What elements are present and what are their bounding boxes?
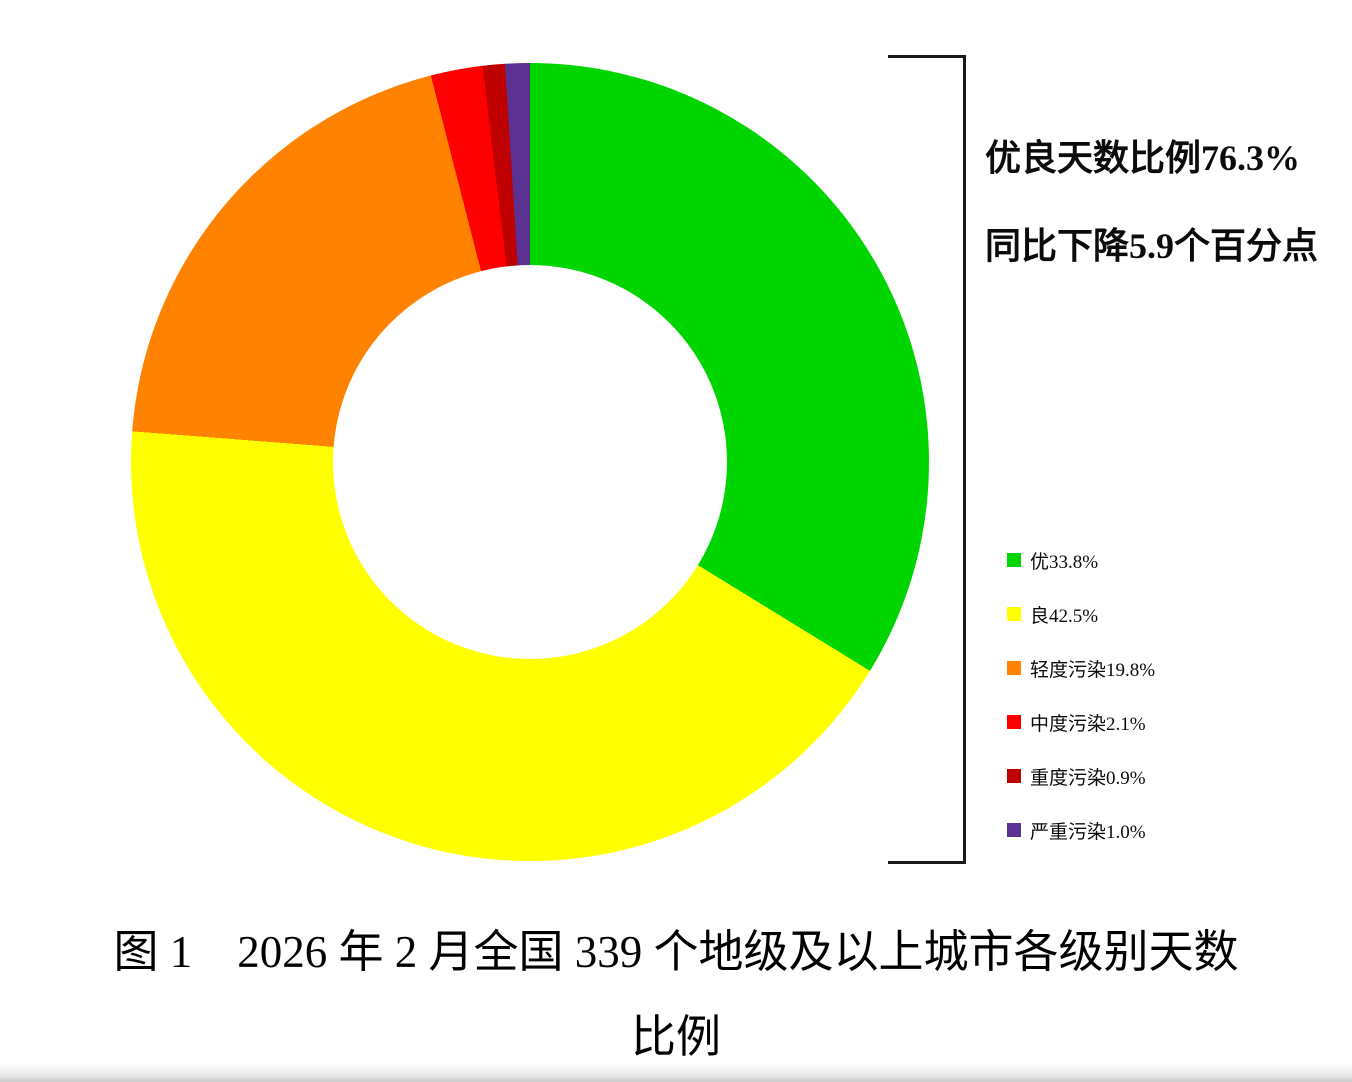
- donut-chart: [131, 63, 929, 861]
- legend-item: 良42.5%: [1007, 604, 1155, 627]
- caption-line2: 比例: [630, 1012, 721, 1062]
- legend-item: 重度污染0.9%: [1007, 766, 1155, 789]
- annotation-line2: 同比下降5.9个百分点: [985, 226, 1319, 266]
- legend-swatch-icon: [1007, 607, 1021, 621]
- legend-label: 重度污染0.9%: [1030, 767, 1146, 789]
- annotation-line1: 优良天数比例76.3%: [985, 138, 1301, 178]
- legend-item: 优33.8%: [1007, 550, 1155, 573]
- legend-item: 严重污染1.0%: [1007, 820, 1155, 843]
- legend-swatch-icon: [1007, 715, 1021, 729]
- legend-swatch-icon: [1007, 823, 1021, 837]
- legend-label: 良42.5%: [1030, 605, 1099, 627]
- legend-item: 轻度污染19.8%: [1007, 658, 1155, 681]
- chart-legend: 优33.8% 良42.5% 轻度污染19.8% 中度污染2.1% 重度污染0.9% 严重污…: [1007, 550, 1155, 843]
- legend-label: 轻度污染19.8%: [1030, 659, 1156, 681]
- page-edge-shadow: [0, 1064, 1352, 1082]
- legend-label: 中度污染2.1%: [1030, 713, 1146, 735]
- chart-caption: 图 1 2026 年 2 月全国 339 个地级及以上城市各级别天数 比例: [0, 922, 1352, 1062]
- legend-swatch-icon: [1007, 553, 1021, 567]
- annotation-block: 优良天数比例76.3% 同比下降5.9个百分点: [985, 136, 1345, 269]
- legend-swatch-icon: [1007, 661, 1021, 675]
- legend-item: 中度污染2.1%: [1007, 712, 1155, 735]
- legend-label: 优33.8%: [1030, 551, 1099, 573]
- annotation-bracket: [888, 55, 966, 864]
- donut-hole: [333, 265, 727, 659]
- legend-label: 严重污染1.0%: [1030, 821, 1146, 843]
- caption-line1: 图 1 2026 年 2 月全国 339 个地级及以上城市各级别天数: [113, 927, 1239, 977]
- legend-swatch-icon: [1007, 769, 1021, 783]
